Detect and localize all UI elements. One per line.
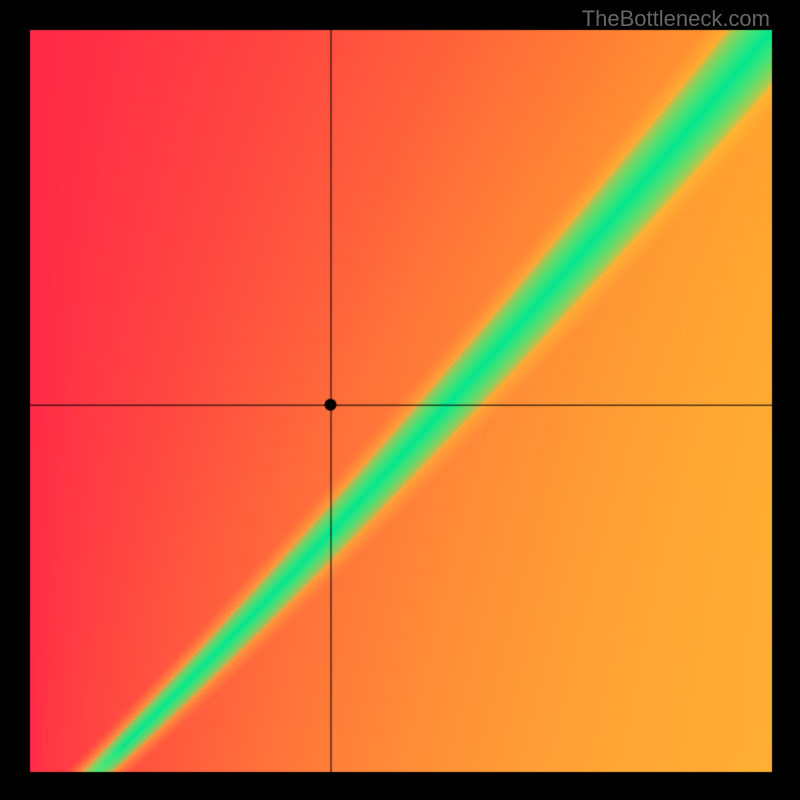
bottleneck-heatmap (0, 0, 800, 800)
watermark-text: TheBottleneck.com (582, 6, 770, 32)
chart-container: TheBottleneck.com (0, 0, 800, 800)
